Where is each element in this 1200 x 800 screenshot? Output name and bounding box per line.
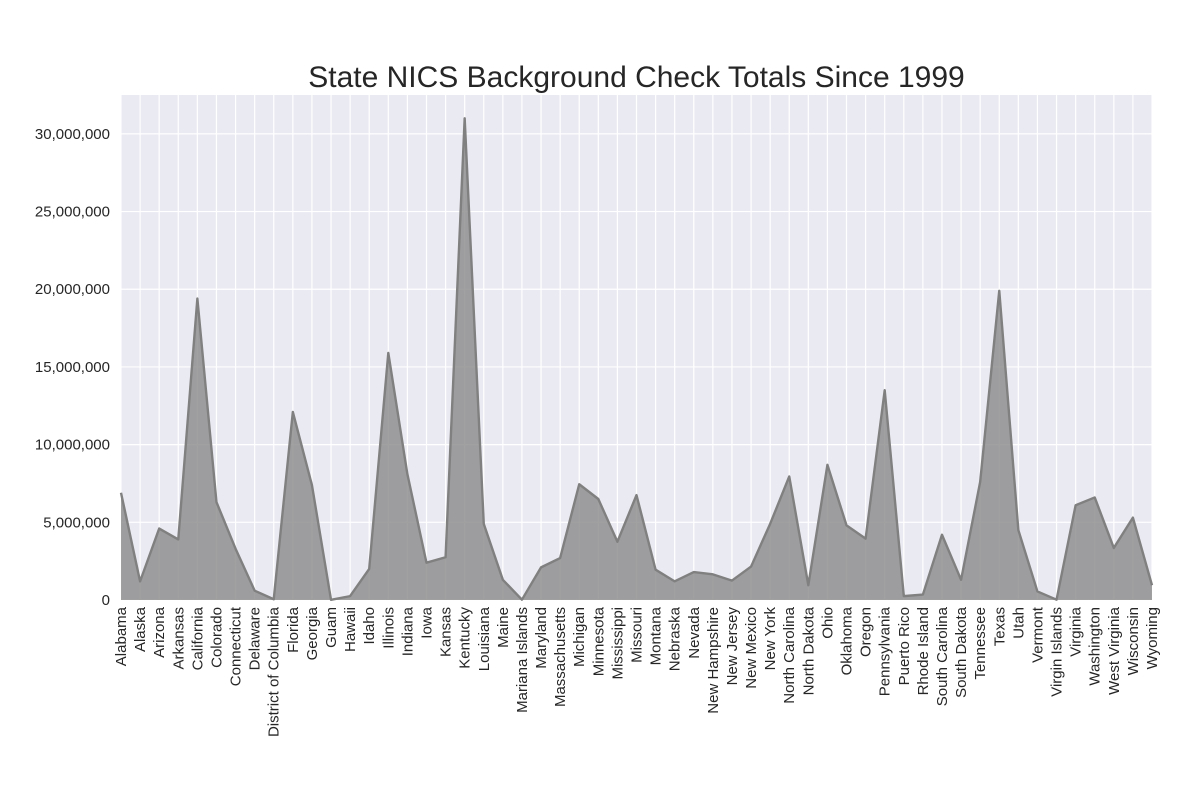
y-tick-label: 30,000,000 (35, 126, 110, 143)
x-tick-label: Delaware (247, 607, 264, 670)
x-tick-label: Illinois (380, 607, 397, 649)
x-tick-label: Florida (285, 606, 302, 653)
x-tick-label: Connecticut (228, 606, 245, 686)
x-tick-label: Idaho (361, 607, 378, 645)
x-tick-label: Michigan (571, 607, 588, 667)
x-tick-label: Oregon (858, 607, 875, 657)
y-tick-label: 25,000,000 (35, 204, 110, 221)
y-tick-label: 15,000,000 (35, 359, 110, 376)
y-tick-label: 0 (102, 592, 110, 609)
x-tick-label: Rhode Island (915, 607, 932, 695)
area-series-fill (121, 118, 1152, 600)
x-tick-label: Massachusetts (552, 607, 569, 707)
x-tick-label: Arizona (151, 606, 168, 658)
x-tick-label: Georgia (304, 606, 321, 660)
x-tick-label: Arkansas (170, 607, 187, 670)
x-tick-label: Mississippi (609, 607, 626, 680)
x-tick-label: Maryland (533, 607, 550, 669)
x-tick-label: Louisiana (476, 606, 493, 671)
x-axis-ticks: Alabama Alaska Arizona Arkansas California Co… (113, 606, 1161, 737)
x-tick-label: Mariana Islands (514, 607, 531, 713)
x-tick-label: New York (762, 607, 779, 671)
x-tick-label: Virginia (1068, 606, 1085, 656)
y-tick-label: 5,000,000 (43, 514, 110, 531)
x-tick-label: North Dakota (800, 606, 817, 695)
x-tick-label: Nebraska (667, 606, 684, 671)
x-tick-label: New Jersey (724, 607, 741, 686)
x-tick-label: Maine (495, 607, 512, 648)
x-tick-label: New Hampshire (705, 607, 722, 714)
y-tick-label: 10,000,000 (35, 437, 110, 454)
x-tick-label: Washington (1087, 607, 1104, 686)
x-tick-label: Oklahoma (839, 606, 856, 675)
x-tick-label: Wisconsin (1125, 607, 1142, 675)
x-tick-label: Montana (648, 606, 665, 665)
x-tick-label: Colorado (208, 607, 225, 668)
x-tick-label: West Virginia (1106, 606, 1123, 694)
x-tick-label: Utah (1010, 607, 1027, 639)
x-tick-label: Vermont (1029, 606, 1046, 663)
x-tick-label: Nevada (686, 606, 703, 658)
x-tick-label: Kansas (438, 607, 455, 657)
x-tick-label: Indiana (399, 606, 416, 656)
y-axis-ticks: 0 5,000,000 10,000,000 15,000,000 20,000,000… (35, 126, 110, 609)
x-tick-label: Pennsylvania (877, 606, 894, 696)
x-tick-label: Puerto Rico (896, 607, 913, 685)
x-tick-label: Texas (991, 607, 1008, 646)
x-tick-label: Wyoming (1144, 607, 1161, 669)
x-tick-label: Iowa (418, 606, 435, 638)
x-tick-label: Alabama (113, 606, 130, 666)
x-tick-label: Ohio (819, 607, 836, 639)
x-tick-label: Minnesota (590, 606, 607, 676)
x-tick-label: California (189, 606, 206, 670)
y-tick-label: 20,000,000 (35, 281, 110, 298)
area-series-line (119, 117, 1154, 602)
x-tick-label: Kentucky (457, 607, 474, 669)
x-tick-label: New Mexico (743, 607, 760, 689)
x-tick-label: North Carolina (781, 606, 798, 703)
x-tick-label: Alaska (132, 606, 149, 652)
chart-title: State NICS Background Check Totals Since… (308, 61, 964, 94)
x-tick-label: Missouri (629, 607, 646, 663)
x-tick-label: Guam (323, 607, 340, 648)
x-tick-label: South Dakota (953, 606, 970, 698)
x-tick-label: South Carolina (934, 606, 951, 706)
x-tick-label: District of Columbia (266, 606, 283, 737)
x-tick-label: Hawaii (342, 607, 359, 652)
x-tick-label: Tennessee (972, 607, 989, 680)
x-tick-label: Virgin Islands (1049, 607, 1066, 697)
